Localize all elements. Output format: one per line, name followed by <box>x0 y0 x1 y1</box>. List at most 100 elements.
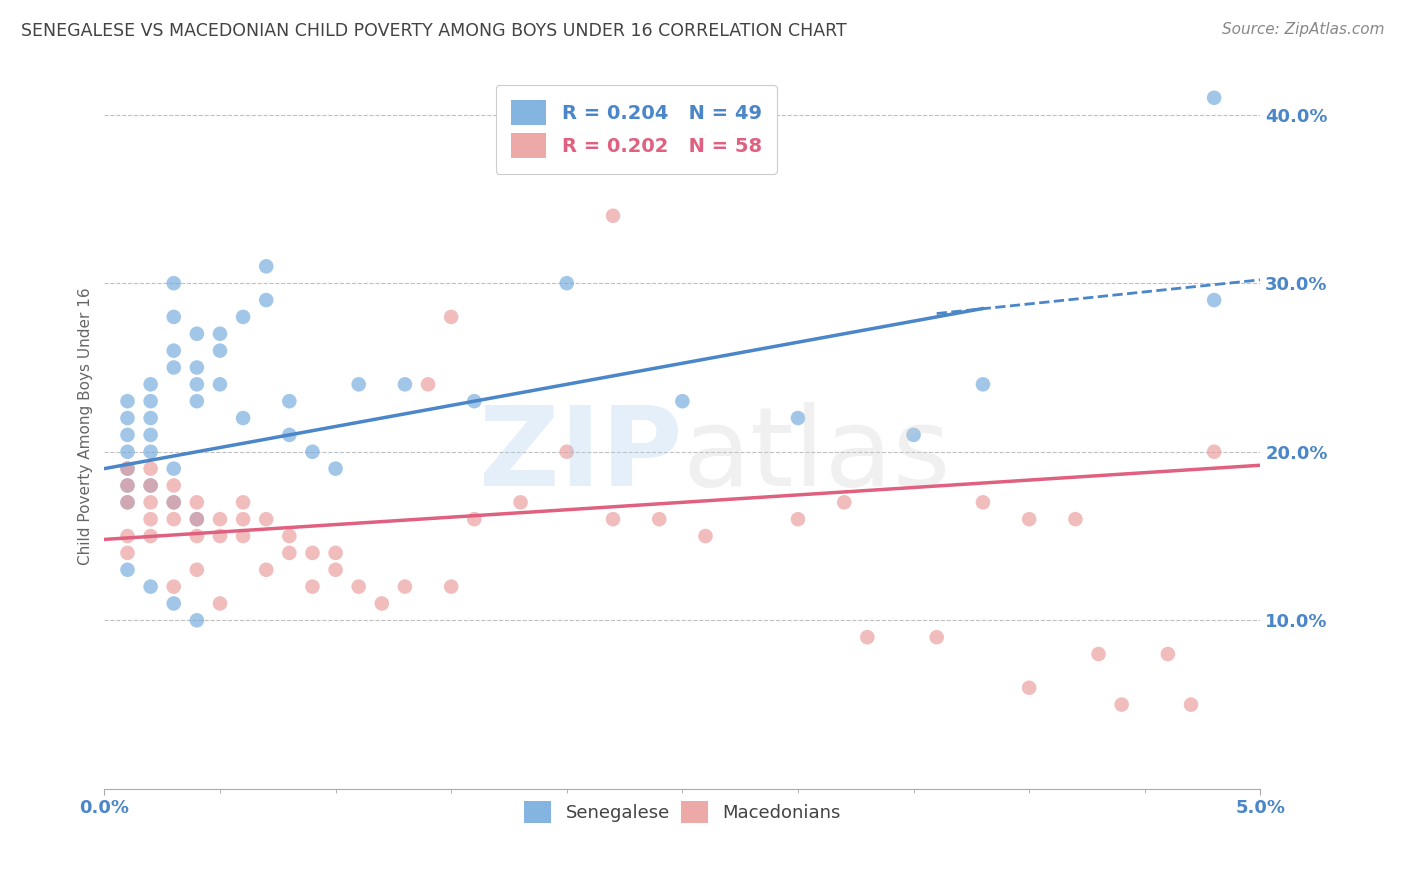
Legend: Senegalese, Macedonians: Senegalese, Macedonians <box>517 794 848 830</box>
Point <box>787 411 810 425</box>
Point <box>163 478 186 492</box>
Point <box>602 512 624 526</box>
Point <box>117 411 139 425</box>
Point <box>347 580 370 594</box>
Point <box>208 326 231 341</box>
Point <box>139 529 162 543</box>
Point <box>394 580 416 594</box>
Point <box>832 495 855 509</box>
Text: atlas: atlas <box>682 402 950 509</box>
Point <box>139 512 162 526</box>
Point <box>186 613 208 627</box>
Point <box>254 260 277 274</box>
Point <box>163 310 186 324</box>
Point <box>278 428 301 442</box>
Point <box>117 478 139 492</box>
Point <box>394 377 416 392</box>
Point <box>463 394 485 409</box>
Point <box>117 444 139 458</box>
Point <box>301 580 323 594</box>
Point <box>186 529 208 543</box>
Point <box>208 597 231 611</box>
Point <box>1111 698 1133 712</box>
Point <box>139 411 162 425</box>
Point <box>301 546 323 560</box>
Point <box>856 630 879 644</box>
Point <box>1087 647 1109 661</box>
Point <box>117 563 139 577</box>
Point <box>208 377 231 392</box>
Text: SENEGALESE VS MACEDONIAN CHILD POVERTY AMONG BOYS UNDER 16 CORRELATION CHART: SENEGALESE VS MACEDONIAN CHILD POVERTY A… <box>21 22 846 40</box>
Point <box>139 377 162 392</box>
Point <box>671 394 693 409</box>
Point <box>347 377 370 392</box>
Point <box>163 597 186 611</box>
Point <box>232 529 254 543</box>
Point <box>254 512 277 526</box>
Point <box>163 343 186 358</box>
Point <box>555 444 578 458</box>
Point <box>371 597 394 611</box>
Point <box>278 529 301 543</box>
Point <box>139 495 162 509</box>
Point <box>163 495 186 509</box>
Point <box>1180 698 1202 712</box>
Point <box>301 444 323 458</box>
Point <box>232 495 254 509</box>
Point <box>163 276 186 290</box>
Point <box>186 360 208 375</box>
Point <box>139 580 162 594</box>
Point <box>232 310 254 324</box>
Point <box>602 209 624 223</box>
Y-axis label: Child Poverty Among Boys Under 16: Child Poverty Among Boys Under 16 <box>79 287 93 566</box>
Point <box>186 495 208 509</box>
Point <box>787 512 810 526</box>
Point <box>1157 647 1180 661</box>
Point <box>139 461 162 475</box>
Point <box>186 394 208 409</box>
Point <box>1064 512 1087 526</box>
Point <box>325 563 347 577</box>
Point <box>139 444 162 458</box>
Point <box>325 546 347 560</box>
Point <box>117 461 139 475</box>
Point <box>208 512 231 526</box>
Point <box>208 343 231 358</box>
Point <box>117 461 139 475</box>
Point <box>163 461 186 475</box>
Point <box>972 377 994 392</box>
Point <box>463 512 485 526</box>
Point <box>186 512 208 526</box>
Text: ZIP: ZIP <box>479 402 682 509</box>
Point <box>232 411 254 425</box>
Point <box>117 428 139 442</box>
Point <box>139 394 162 409</box>
Point <box>186 563 208 577</box>
Point <box>163 360 186 375</box>
Point <box>186 512 208 526</box>
Point <box>925 630 948 644</box>
Point <box>208 529 231 543</box>
Point <box>117 529 139 543</box>
Point <box>278 394 301 409</box>
Point <box>278 546 301 560</box>
Point <box>232 512 254 526</box>
Point <box>1018 681 1040 695</box>
Point <box>440 580 463 594</box>
Point <box>117 546 139 560</box>
Point <box>440 310 463 324</box>
Point <box>117 495 139 509</box>
Point <box>1018 512 1040 526</box>
Point <box>509 495 531 509</box>
Point <box>186 326 208 341</box>
Point <box>163 580 186 594</box>
Point <box>972 495 994 509</box>
Point <box>117 394 139 409</box>
Point <box>903 428 925 442</box>
Point <box>648 512 671 526</box>
Point <box>1204 293 1226 307</box>
Text: Source: ZipAtlas.com: Source: ZipAtlas.com <box>1222 22 1385 37</box>
Point <box>695 529 717 543</box>
Point <box>416 377 439 392</box>
Point <box>325 461 347 475</box>
